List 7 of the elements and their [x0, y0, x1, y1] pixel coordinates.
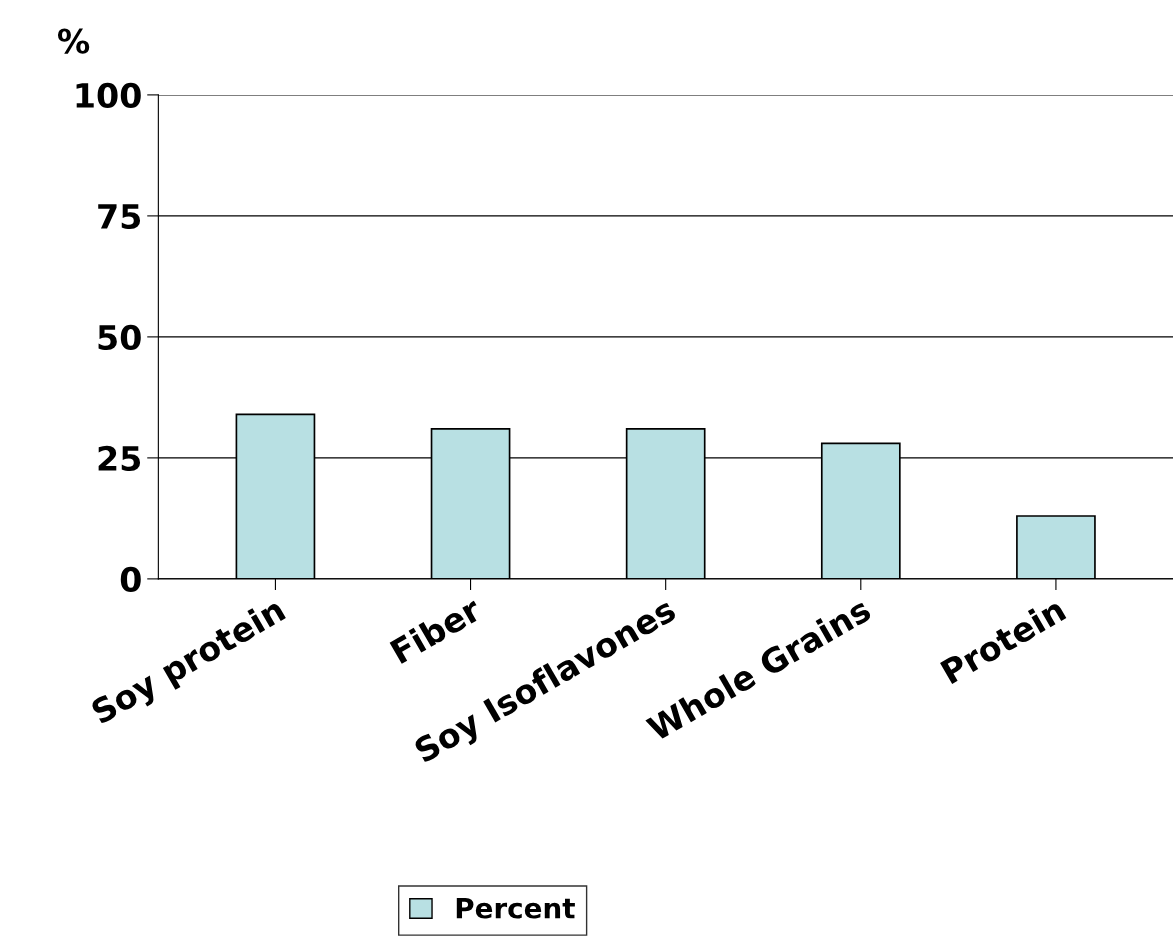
y-tick-label: 75 [98, 204, 141, 230]
y-tick-label: 100 [76, 82, 141, 109]
y-axis-title: % [57, 28, 90, 54]
y-tick-label: 0 [120, 566, 141, 593]
y-tick-label: 25 [98, 445, 141, 472]
y-tick-label: 50 [98, 324, 141, 351]
legend-label: Percent [456, 897, 575, 919]
